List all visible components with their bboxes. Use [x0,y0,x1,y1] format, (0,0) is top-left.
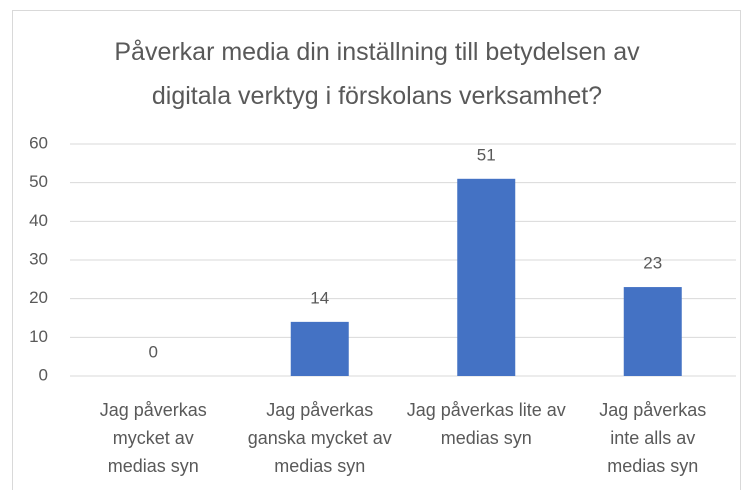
x-tick-label: Jag påverkas lite av medias syn [406,400,566,448]
y-tick-label: 60 [29,133,48,152]
data-label: 51 [477,145,496,164]
y-tick-label: 30 [29,249,48,268]
y-tick-label: 40 [29,211,48,230]
data-label: 23 [643,254,662,273]
data-label: 14 [310,288,329,307]
bar [623,287,682,376]
bar [457,178,516,376]
bar [290,321,349,376]
chart-title: Påverkar media din inställning till bety… [114,38,640,110]
y-tick-label: 20 [29,288,48,307]
x-tick-label: Jag påverkas inte alls av medias syn [599,400,707,476]
x-tick-label: Jag påverkas ganska mycket av medias syn [247,400,392,476]
y-tick-label: 50 [29,172,48,191]
y-tick-label: 10 [29,327,48,346]
x-tick-label: Jag påverkas mycket av medias syn [99,400,207,476]
chart-frame [12,10,741,490]
y-tick-label: 0 [39,365,48,384]
data-label: 0 [149,342,158,361]
